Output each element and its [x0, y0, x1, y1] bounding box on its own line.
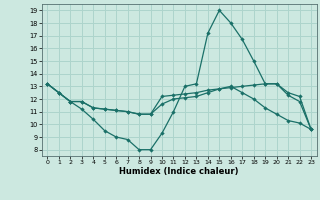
X-axis label: Humidex (Indice chaleur): Humidex (Indice chaleur) — [119, 167, 239, 176]
